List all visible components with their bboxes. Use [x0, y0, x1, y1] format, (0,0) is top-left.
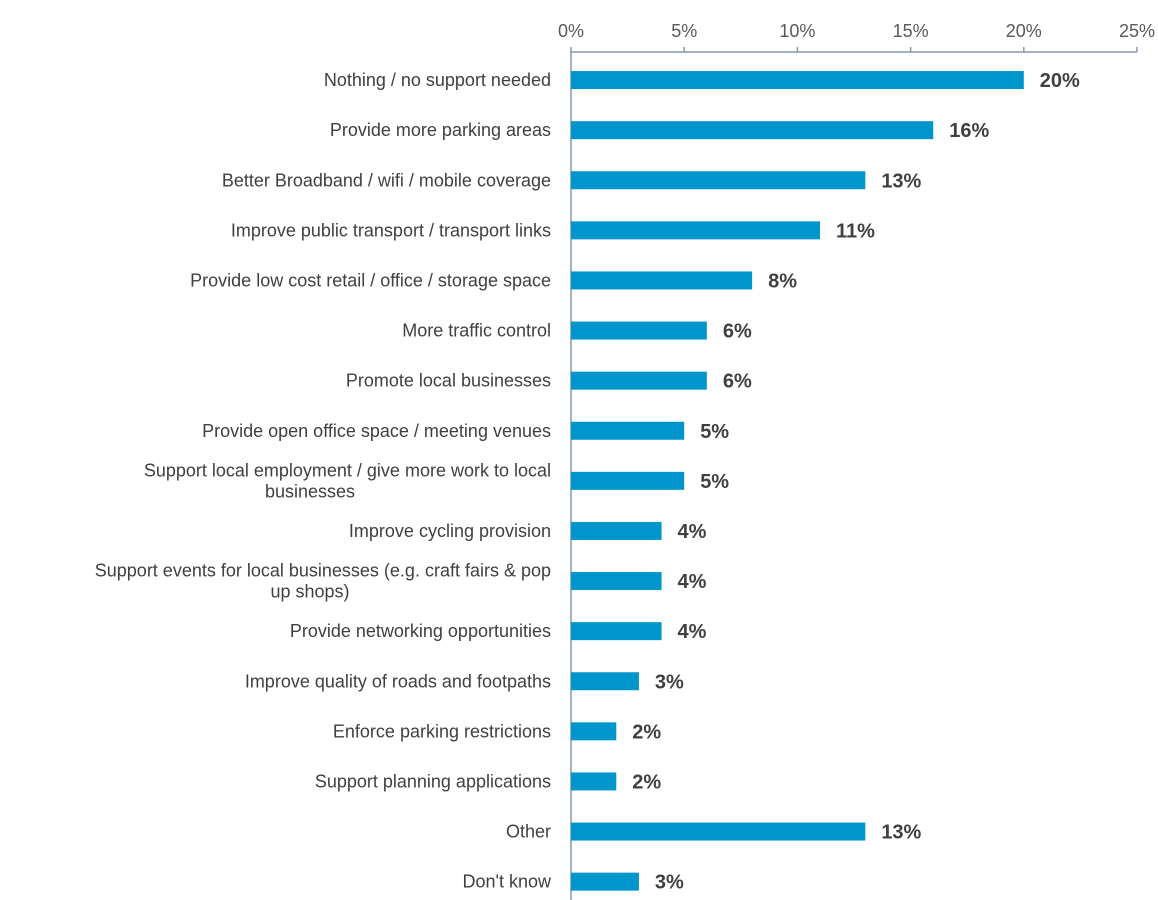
- data-label: 13%: [881, 170, 921, 192]
- bar: [571, 421, 685, 440]
- category-label: businesses: [265, 481, 355, 501]
- bar: [571, 271, 753, 290]
- data-label: 6%: [723, 371, 752, 393]
- data-label: 20%: [1040, 70, 1080, 92]
- bar: [571, 521, 662, 540]
- bar: [571, 872, 639, 891]
- data-label: 6%: [723, 321, 752, 343]
- x-tick-label: 15%: [893, 21, 929, 41]
- category-label: Provide more parking areas: [330, 120, 551, 140]
- category-label: up shops): [270, 582, 349, 602]
- data-label: 4%: [678, 571, 707, 593]
- x-tick-label: 25%: [1119, 21, 1155, 41]
- bar: [571, 321, 707, 340]
- category-label: Provide networking opportunities: [290, 621, 551, 641]
- bar: [571, 221, 821, 240]
- data-label: 5%: [700, 421, 729, 443]
- data-label: 13%: [881, 822, 921, 844]
- category-label: Improve cycling provision: [349, 521, 551, 541]
- bar: [571, 622, 662, 641]
- bar: [571, 171, 866, 190]
- x-tick-label: 5%: [671, 21, 697, 41]
- bar: [571, 471, 685, 490]
- bar: [571, 371, 707, 390]
- data-label: 4%: [678, 621, 707, 643]
- bar: [571, 121, 934, 140]
- bar: [571, 822, 866, 841]
- data-label: 3%: [655, 671, 684, 693]
- category-label: Improve public transport / transport lin…: [231, 220, 551, 240]
- data-label: 3%: [655, 872, 684, 894]
- data-label: 2%: [632, 771, 661, 793]
- category-label: Support events for local businesses (e.g…: [95, 561, 551, 581]
- category-label: Support planning applications: [315, 771, 551, 791]
- data-label: 8%: [768, 270, 797, 292]
- category-label: Enforce parking restrictions: [333, 721, 551, 741]
- category-label: More traffic control: [402, 321, 551, 341]
- data-label: 11%: [836, 220, 875, 242]
- bar: [571, 71, 1024, 90]
- x-tick-label: 20%: [1006, 21, 1042, 41]
- x-tick-label: 0%: [558, 21, 584, 41]
- bar: [571, 672, 639, 691]
- bar: [571, 572, 662, 591]
- category-label: Promote local businesses: [346, 371, 551, 391]
- data-label: 16%: [949, 120, 989, 142]
- category-label: Support local employment / give more wor…: [144, 460, 551, 480]
- category-label: Other: [506, 822, 551, 842]
- category-label: Better Broadband / wifi / mobile coverag…: [222, 170, 551, 190]
- category-label: Don't know: [463, 872, 552, 892]
- data-label: 5%: [700, 471, 729, 493]
- category-label: Nothing / no support needed: [324, 70, 551, 90]
- data-label: 4%: [678, 521, 707, 543]
- bar: [571, 722, 617, 741]
- category-label: Improve quality of roads and footpaths: [245, 671, 551, 691]
- bar: [571, 772, 617, 791]
- category-label: Provide open office space / meeting venu…: [202, 421, 551, 441]
- x-tick-label: 10%: [779, 21, 815, 41]
- category-label: Provide low cost retail / office / stora…: [190, 270, 551, 290]
- data-label: 2%: [632, 721, 661, 743]
